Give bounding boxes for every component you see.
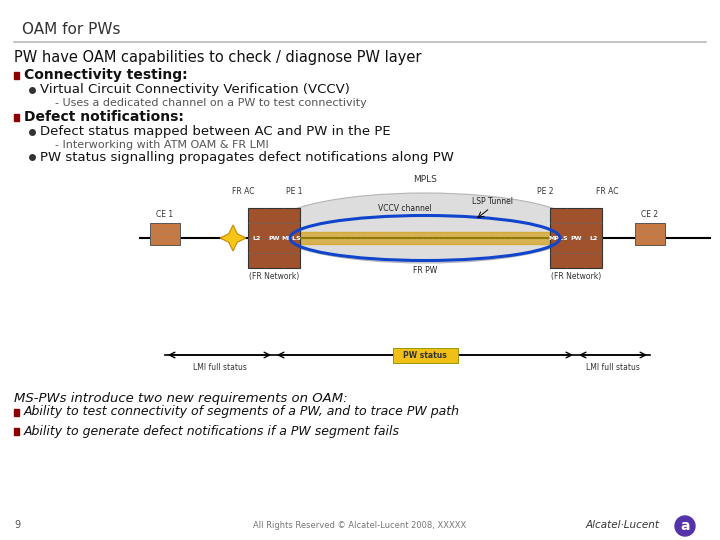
Text: MS-PWs introduce two new requirements on OAM:: MS-PWs introduce two new requirements on… bbox=[14, 392, 348, 405]
Text: PW status signalling propagates defect notifications along PW: PW status signalling propagates defect n… bbox=[40, 151, 454, 164]
Text: L2: L2 bbox=[253, 235, 261, 240]
FancyBboxPatch shape bbox=[14, 409, 19, 416]
Text: Ability to test connectivity of segments of a PW, and to trace PW path: Ability to test connectivity of segments… bbox=[24, 406, 460, 419]
Text: CE 1: CE 1 bbox=[156, 210, 174, 219]
Text: MPLS: MPLS bbox=[413, 175, 437, 184]
Text: LMI full status: LMI full status bbox=[192, 363, 246, 372]
Text: PW: PW bbox=[570, 235, 582, 240]
Text: Ability to generate defect notifications if a PW segment fails: Ability to generate defect notifications… bbox=[24, 424, 400, 437]
Text: (FR Network): (FR Network) bbox=[249, 272, 299, 281]
FancyBboxPatch shape bbox=[635, 223, 665, 245]
Text: Connectivity testing:: Connectivity testing: bbox=[24, 68, 188, 82]
FancyBboxPatch shape bbox=[150, 223, 180, 245]
Text: OAM for PWs: OAM for PWs bbox=[22, 22, 120, 37]
Polygon shape bbox=[220, 225, 246, 251]
Text: CE 2: CE 2 bbox=[642, 210, 659, 219]
FancyBboxPatch shape bbox=[14, 114, 19, 121]
Text: PW have OAM capabilities to check / diagnose PW layer: PW have OAM capabilities to check / diag… bbox=[14, 50, 421, 65]
FancyBboxPatch shape bbox=[14, 72, 19, 79]
Text: PW: PW bbox=[269, 235, 280, 240]
FancyBboxPatch shape bbox=[392, 348, 457, 362]
Text: MPLS: MPLS bbox=[549, 235, 569, 240]
Text: Virtual Circuit Connectivity Verification (VCCV): Virtual Circuit Connectivity Verificatio… bbox=[40, 84, 350, 97]
Text: PE 2: PE 2 bbox=[536, 187, 553, 196]
Ellipse shape bbox=[270, 193, 580, 263]
Text: a: a bbox=[680, 519, 690, 533]
Text: L2: L2 bbox=[589, 235, 598, 240]
Text: MPLS: MPLS bbox=[282, 235, 301, 240]
FancyBboxPatch shape bbox=[248, 208, 300, 268]
Text: LSP Tunnel: LSP Tunnel bbox=[472, 197, 513, 206]
Text: (FR Network): (FR Network) bbox=[551, 272, 601, 281]
Text: FR PW: FR PW bbox=[413, 266, 437, 275]
Text: Defect notifications:: Defect notifications: bbox=[24, 110, 184, 124]
Text: - Interworking with ATM OAM & FR LMI: - Interworking with ATM OAM & FR LMI bbox=[55, 140, 269, 150]
FancyBboxPatch shape bbox=[550, 208, 602, 268]
Text: Alcatel·Lucent: Alcatel·Lucent bbox=[586, 520, 660, 530]
Text: All Rights Reserved © Alcatel-Lucent 2008, XXXXX: All Rights Reserved © Alcatel-Lucent 200… bbox=[253, 521, 467, 530]
Circle shape bbox=[675, 516, 695, 536]
FancyBboxPatch shape bbox=[14, 428, 19, 435]
Text: 9: 9 bbox=[14, 520, 20, 530]
Text: PE 1: PE 1 bbox=[286, 187, 302, 196]
Text: FR AC: FR AC bbox=[232, 187, 254, 196]
Text: Defect status mapped between AC and PW in the PE: Defect status mapped between AC and PW i… bbox=[40, 125, 391, 138]
Text: PW status: PW status bbox=[403, 351, 447, 360]
Text: FR AC: FR AC bbox=[595, 187, 618, 196]
Text: VCCV channel: VCCV channel bbox=[378, 204, 432, 213]
Text: LMI full status: LMI full status bbox=[586, 363, 640, 372]
Text: - Uses a dedicated channel on a PW to test connectivity: - Uses a dedicated channel on a PW to te… bbox=[55, 98, 366, 108]
